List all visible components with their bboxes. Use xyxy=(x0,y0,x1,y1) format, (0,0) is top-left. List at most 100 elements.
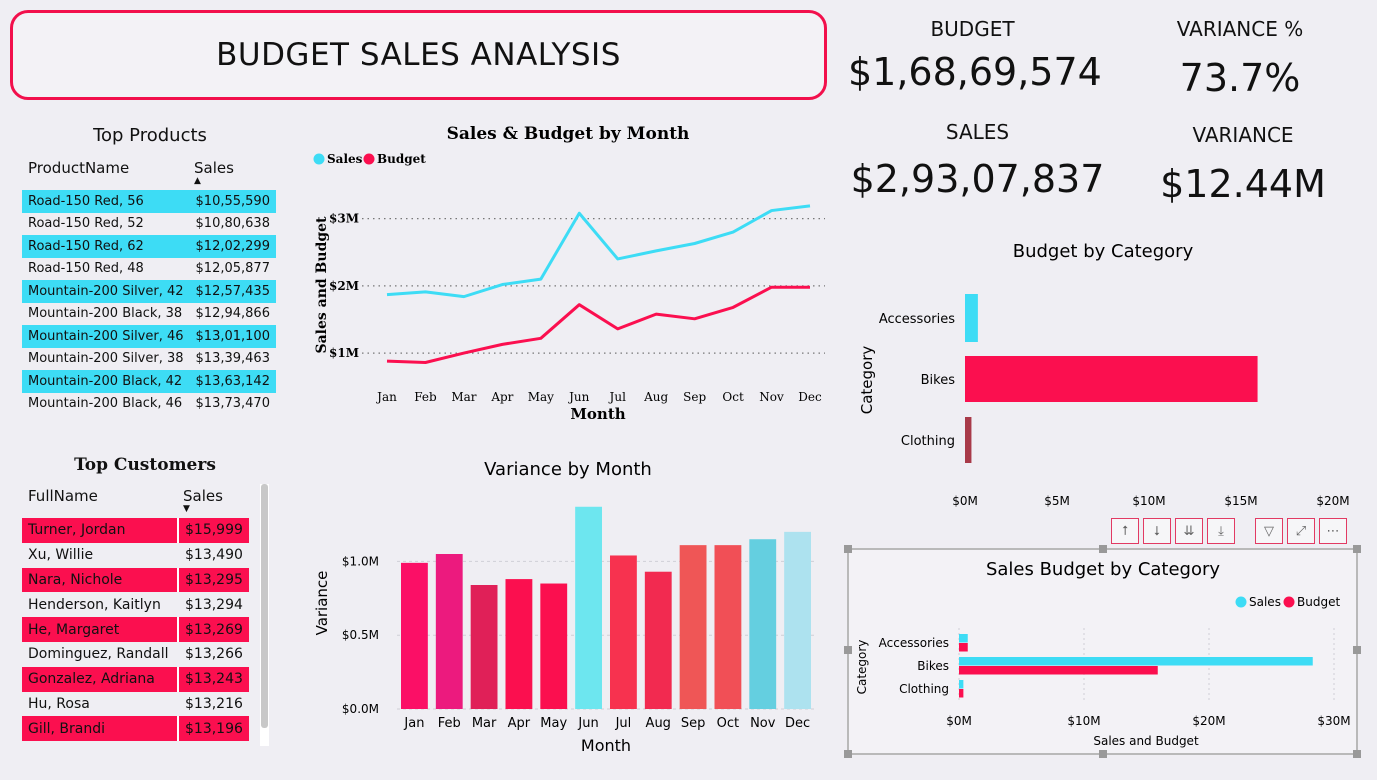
resize-handle[interactable] xyxy=(844,545,852,553)
customer-row[interactable]: Gill, Brandi $13,196 xyxy=(22,716,249,742)
customer-row[interactable]: Henderson, Kaitlyn $13,294 xyxy=(22,592,249,617)
y-tick-label: $0.5M xyxy=(342,628,379,642)
product-name-cell: Mountain-200 Silver, 38 xyxy=(28,351,184,367)
product-name-cell: Mountain-200 Black, 46 xyxy=(28,396,183,412)
customer-row[interactable]: Xu, Willie $13,490 xyxy=(22,543,249,568)
series-line-sales xyxy=(386,204,811,299)
y-tick-label: Clothing xyxy=(901,434,955,449)
bar-aug xyxy=(644,571,672,709)
y-tick-label: $1.0M xyxy=(342,554,379,568)
customer-row[interactable]: Dominguez, Randall $13,266 xyxy=(22,642,249,667)
x-tick-label: May xyxy=(528,390,554,404)
customers-scrollbar[interactable] xyxy=(261,484,268,728)
bar-clothing-sales xyxy=(959,680,964,689)
product-sales-column-header[interactable]: Sales ▲ xyxy=(194,159,234,186)
customer-sales-cell: $13,269 xyxy=(177,617,249,642)
chart-title: Sales & Budget by Month xyxy=(447,124,690,144)
y-tick-label: Bikes xyxy=(917,659,949,673)
customer-name-cell: He, Margaret xyxy=(22,617,178,642)
bar-may xyxy=(540,583,568,709)
customer-row[interactable]: He, Margaret $13,269 xyxy=(22,617,249,642)
customer-row[interactable]: Hu, Rosa $13,216 xyxy=(22,692,249,717)
legend-label: Sales xyxy=(1249,595,1281,609)
top-customers-table: Turner, Jordan $15,999 Xu, Willie $13,490 Na… xyxy=(22,518,249,742)
drill-up-icon[interactable]: ⭡ xyxy=(1111,518,1139,544)
customer-sales-cell: $13,196 xyxy=(177,716,249,742)
product-name-cell: Mountain-200 Silver, 42 xyxy=(22,280,190,303)
resize-handle[interactable] xyxy=(1353,545,1361,553)
resize-handle[interactable] xyxy=(1353,646,1361,654)
x-tick-label: $20M xyxy=(1192,714,1225,728)
product-sales-cell: $13,39,463 xyxy=(195,351,270,367)
customer-sales-cell: $13,243 xyxy=(177,666,249,692)
resize-handle[interactable] xyxy=(1099,545,1107,553)
product-name-cell: Road-150 Red, 62 xyxy=(22,235,190,258)
product-row[interactable]: Road-150 Red, 56 $10,55,590 xyxy=(22,190,276,213)
product-name-cell: Mountain-200 Black, 38 xyxy=(28,306,183,322)
customer-name-cell: Turner, Jordan xyxy=(22,518,178,543)
bar-bikes-sales xyxy=(959,657,1313,666)
selected-visual-frame[interactable] xyxy=(844,545,1361,758)
customer-row[interactable]: Gonzalez, Adriana $13,243 xyxy=(22,666,249,692)
customer-row[interactable]: Nara, Nichole $13,295 xyxy=(22,567,249,593)
customer-name-column-header[interactable]: FullName xyxy=(28,487,98,505)
sort-ascending-icon: ▲ xyxy=(194,176,201,186)
expand-all-icon[interactable]: ⇊ xyxy=(1175,518,1203,544)
product-name-cell: Mountain-200 Silver, 46 xyxy=(22,325,190,348)
legend-label: Budget xyxy=(1297,595,1340,609)
product-row[interactable]: Mountain-200 Black, 42 $13,63,142 xyxy=(22,370,276,393)
product-row[interactable]: Mountain-200 Black, 38 $12,94,866 xyxy=(22,303,276,326)
bar-clothing-budget xyxy=(959,689,964,698)
product-row[interactable]: Mountain-200 Silver, 38 $13,39,463 xyxy=(22,348,276,371)
dashboard-title-box: BUDGET SALES ANALYSIS xyxy=(10,10,827,100)
sales-budget-line-chart: Sales & Budget by Month Sales Budget $1M $2M… xyxy=(313,124,825,423)
customer-name-cell: Hu, Rosa xyxy=(28,695,90,712)
x-tick-label: Apr xyxy=(490,390,513,404)
filter-icon[interactable]: ▽ xyxy=(1255,518,1283,544)
product-row[interactable]: Road-150 Red, 52 $10,80,638 xyxy=(22,213,276,236)
y-axis-label: Sales and Budget xyxy=(314,216,330,354)
bar-accessories xyxy=(965,294,978,342)
resize-handle[interactable] xyxy=(844,646,852,654)
product-row[interactable]: Mountain-200 Silver, 46 $13,01,100 xyxy=(22,325,276,348)
x-tick-label: Jul xyxy=(615,716,632,731)
product-name-cell: Road-150 Red, 56 xyxy=(22,190,190,213)
x-tick-label: Sep xyxy=(683,390,706,404)
product-row[interactable]: Road-150 Red, 62 $12,02,299 xyxy=(22,235,276,258)
customer-row[interactable]: Turner, Jordan $15,999 xyxy=(22,518,249,543)
product-row[interactable]: Mountain-200 Silver, 42 $12,57,435 xyxy=(22,280,276,303)
top-products-title: Top Products xyxy=(93,125,207,146)
sales-kpi-value: $2,93,07,837 xyxy=(850,157,1105,201)
bar-oct xyxy=(714,545,742,709)
budget-kpi-value: $1,68,69,574 xyxy=(848,50,1102,94)
y-tick-label: Accessories xyxy=(879,636,949,650)
bar-sep xyxy=(679,545,707,709)
x-tick-label: $20M xyxy=(1316,494,1349,508)
legend-label: Sales xyxy=(327,152,363,166)
customer-sales-column-header[interactable]: Sales ▼ xyxy=(183,487,223,514)
resize-handle[interactable] xyxy=(1353,750,1361,758)
product-row[interactable]: Mountain-200 Black, 46 $13,73,470 xyxy=(22,393,276,416)
x-tick-label: Jun xyxy=(577,716,598,731)
more-options-icon[interactable]: ⋯ xyxy=(1319,518,1347,544)
x-tick-label: Jan xyxy=(375,390,397,404)
y-tick-label: Bikes xyxy=(921,373,956,388)
drill-down-icon[interactable]: ⭣ xyxy=(1143,518,1171,544)
product-row[interactable]: Road-150 Red, 48 $12,05,877 xyxy=(22,258,276,281)
variance-kpi-value: $12.44M xyxy=(1160,162,1326,206)
resize-handle[interactable] xyxy=(844,750,852,758)
chart-title: Variance by Month xyxy=(484,459,652,480)
x-tick-label: Nov xyxy=(759,390,784,404)
product-sales-cell: $13,73,470 xyxy=(195,396,270,412)
resize-handle[interactable] xyxy=(1099,750,1107,758)
series-line-budget xyxy=(386,285,810,365)
x-tick-label: $0M xyxy=(952,494,978,508)
focus-mode-icon[interactable]: ⤢ xyxy=(1287,518,1315,544)
x-tick-label: Aug xyxy=(646,716,671,731)
budget-kpi-label: BUDGET xyxy=(930,17,1015,41)
x-tick-label: $10M xyxy=(1067,714,1100,728)
product-name-column-header[interactable]: ProductName xyxy=(28,159,130,177)
customer-name-cell: Henderson, Kaitlyn xyxy=(28,596,161,613)
dashboard-title: BUDGET SALES ANALYSIS xyxy=(216,37,621,73)
expand-next-level-icon[interactable]: ⤓ xyxy=(1207,518,1235,544)
